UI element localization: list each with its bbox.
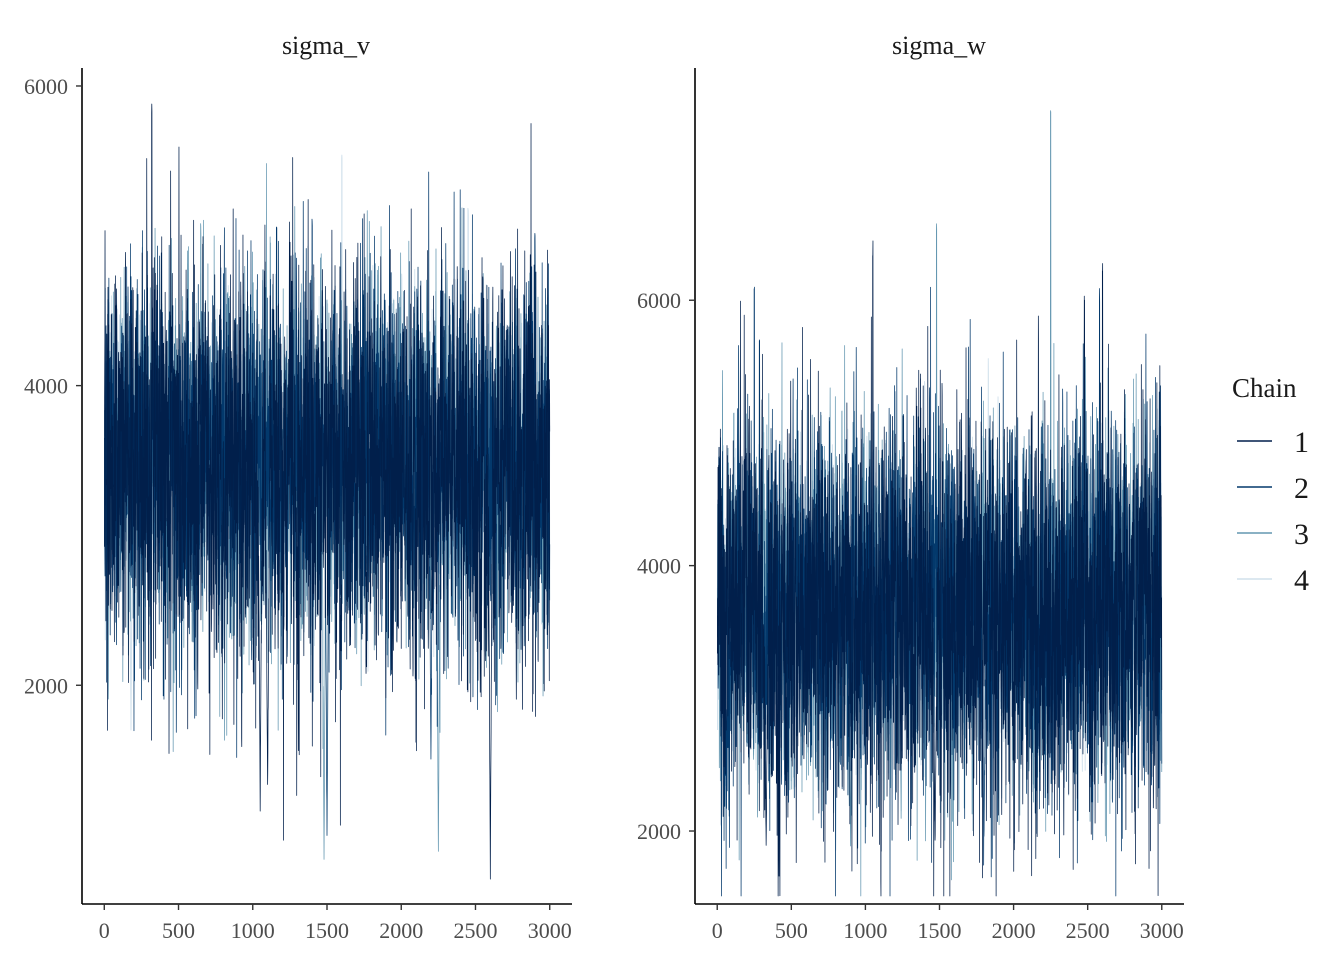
x-tick-label: 2500 [1066,918,1110,943]
y-tick-label: 4000 [637,554,681,579]
legend: Chain 1 2 3 4 [1232,373,1309,597]
y-tick-label: 2000 [24,673,68,698]
trace-line-chain-1 [717,240,1163,897]
x-tick-label: 1500 [305,918,349,943]
panel-title-sigma-v: sigma_v [282,31,370,60]
legend-title: Chain [1232,373,1297,403]
x-tick-label: 0 [99,918,110,943]
y-tick-label: 2000 [637,819,681,844]
x-tick-label: 1500 [918,918,962,943]
y-tick-label: 4000 [24,374,68,399]
x-tick-label: 0 [712,918,723,943]
panel-sigma-w: sigma_w 0 500 1000 1500 2000 2500 3000 2000 4000… [637,31,1184,943]
x-tick-label: 2500 [453,918,497,943]
panel-title-sigma-w: sigma_w [892,31,986,60]
trace-line-chain-1 [104,103,551,880]
legend-label-chain-3: 3 [1294,518,1309,551]
x-tick-label: 3000 [528,918,572,943]
y-tick-label: 6000 [637,288,681,313]
x-tick-label: 2000 [992,918,1036,943]
x-tick-label: 1000 [843,918,887,943]
x-tick-label: 1000 [231,918,275,943]
legend-label-chain-4: 4 [1294,564,1309,597]
x-tick-label: 500 [775,918,808,943]
x-tick-label: 2000 [379,918,423,943]
panel-sigma-v: sigma_v 0 500 1000 1500 2000 2500 3000 2000 4000… [24,31,572,943]
x-tick-label: 500 [162,918,195,943]
legend-label-chain-2: 2 [1294,472,1309,505]
legend-label-chain-1: 1 [1294,426,1309,459]
y-tick-label: 6000 [24,74,68,99]
x-tick-label: 3000 [1140,918,1184,943]
